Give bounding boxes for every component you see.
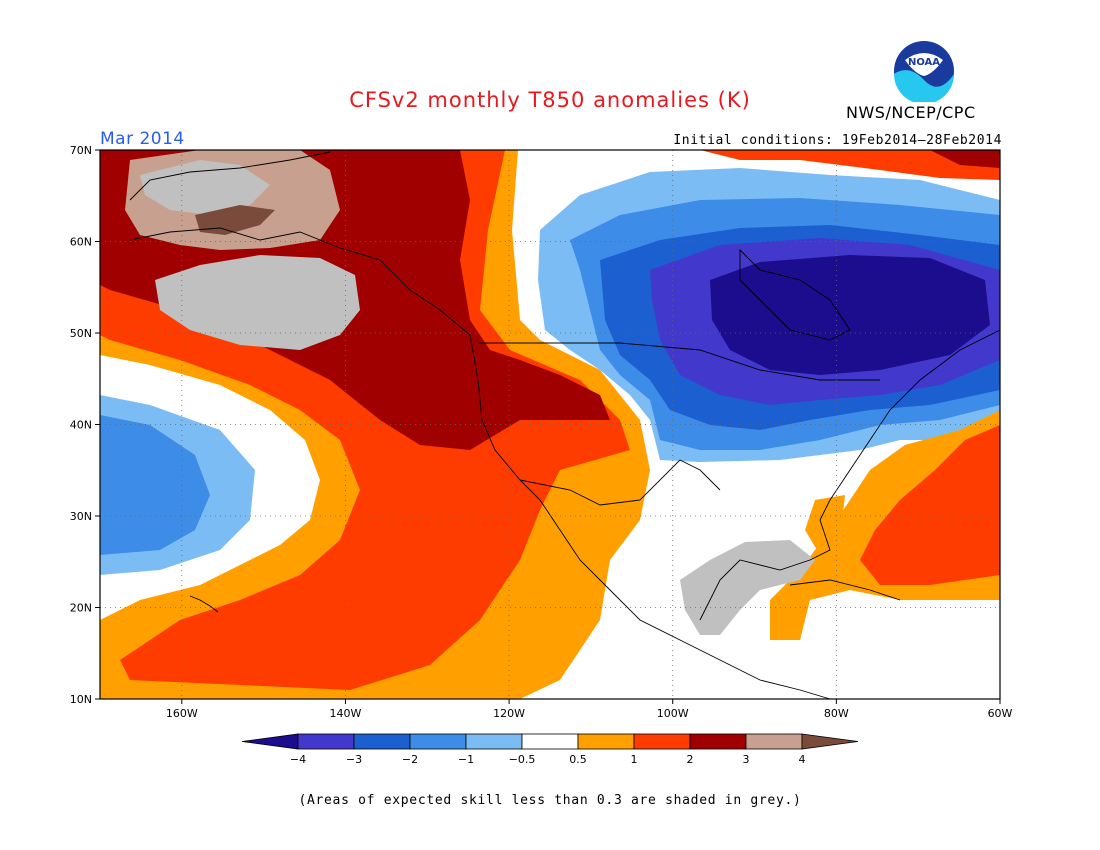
colorbar-tick-label: −1 [458, 753, 474, 766]
coastlines [129, 151, 1001, 700]
svg-text:NOAA: NOAA [908, 57, 940, 68]
colorbar-tick-label: 4 [799, 753, 806, 766]
hawaii [189, 595, 219, 613]
lat-tick-label: 30N [70, 510, 92, 523]
lat-tick-label: 20N [70, 602, 92, 615]
us-mexico-border [519, 459, 721, 506]
colorbar-tick-label: −4 [290, 753, 306, 766]
low-skill-region-mexico [680, 540, 815, 635]
colorbar-tick-label: 0.5 [569, 753, 587, 766]
lon-tick-label: 60W [988, 707, 1013, 720]
colorbar-swatch [521, 733, 579, 750]
lat-tick-label: 10N [70, 693, 92, 706]
colorbar-swatch [297, 733, 355, 750]
lon-tick-label: 80W [824, 707, 849, 720]
anomaly-map: 160W 140W 120W 100W 80W 60W 70N60N50N40N30N20… [70, 144, 1013, 766]
colorbar-swatch [745, 733, 803, 750]
anomaly-region-warm-arctic [700, 150, 1000, 180]
lat-tick-label: 50N [70, 327, 92, 340]
anomaly-region-warm-atlantic-2 [860, 425, 1000, 585]
colorbar-tick-label: −2 [402, 753, 418, 766]
colorbar-swatch [577, 733, 635, 750]
lon-tick-label: 100W [657, 707, 689, 720]
skill-footnote: (Areas of expected skill less than 0.3 a… [298, 793, 802, 808]
anomaly-region-cold-5 [710, 255, 990, 375]
east-coast [699, 329, 1001, 621]
lat-tick-label: 70N [70, 144, 92, 157]
anomaly-region-cool-pacific-2 [100, 415, 210, 555]
alaska-coast [129, 151, 331, 201]
forecast-month: Mar 2014 [100, 129, 185, 149]
lat-tick-label: 40N [70, 419, 92, 432]
colorbar-tick-label: 1 [631, 753, 638, 766]
anomaly-region-warm-florida [805, 495, 845, 555]
colorbar-min-arrow [241, 733, 299, 750]
anomaly-region-hot-arctic [930, 150, 1000, 168]
canada-us-border [478, 342, 880, 381]
cuba [789, 579, 901, 601]
chart-title: CFSv2 monthly T850 anomalies (K) [349, 88, 751, 112]
low-skill-region-alaska [155, 255, 360, 350]
colorbar-swatch [409, 733, 467, 750]
colorbar-swatch [465, 733, 523, 750]
low-skill-region-alaska-north [140, 160, 270, 215]
colorbar: −4 −3 −2 −1 −0.5 0.5 1 2 3 4 [241, 733, 859, 766]
noaa-logo: NOAA [894, 41, 954, 102]
longitude-ticks: 160W 140W 120W 100W 80W 60W [166, 699, 1013, 720]
colorbar-tick-label: 2 [687, 753, 694, 766]
hudson-bay [739, 248, 851, 341]
latitude-ticks: 70N 60N 50N 40N 30N 20N 10N [70, 144, 100, 706]
anomaly-region-hottest-alaska [195, 205, 275, 235]
colorbar-tick-label: −0.5 [509, 753, 536, 766]
colorbar-swatch [633, 733, 691, 750]
colorbar-max-arrow [801, 733, 859, 750]
lat-tick-label: 60N [70, 236, 92, 249]
lon-tick-label: 120W [493, 707, 525, 720]
agency-label: NWS/NCEP/CPC [846, 103, 976, 122]
lon-tick-label: 140W [330, 707, 362, 720]
colorbar-swatch [353, 733, 411, 750]
colorbar-swatch [689, 733, 747, 750]
lon-tick-label: 160W [166, 707, 198, 720]
north-america-west-coast [129, 227, 831, 700]
colorbar-tick-label: −3 [346, 753, 362, 766]
initial-conditions: Initial conditions: 19Feb2014–28Feb2014 [673, 133, 1002, 148]
colorbar-tick-label: 3 [743, 753, 750, 766]
